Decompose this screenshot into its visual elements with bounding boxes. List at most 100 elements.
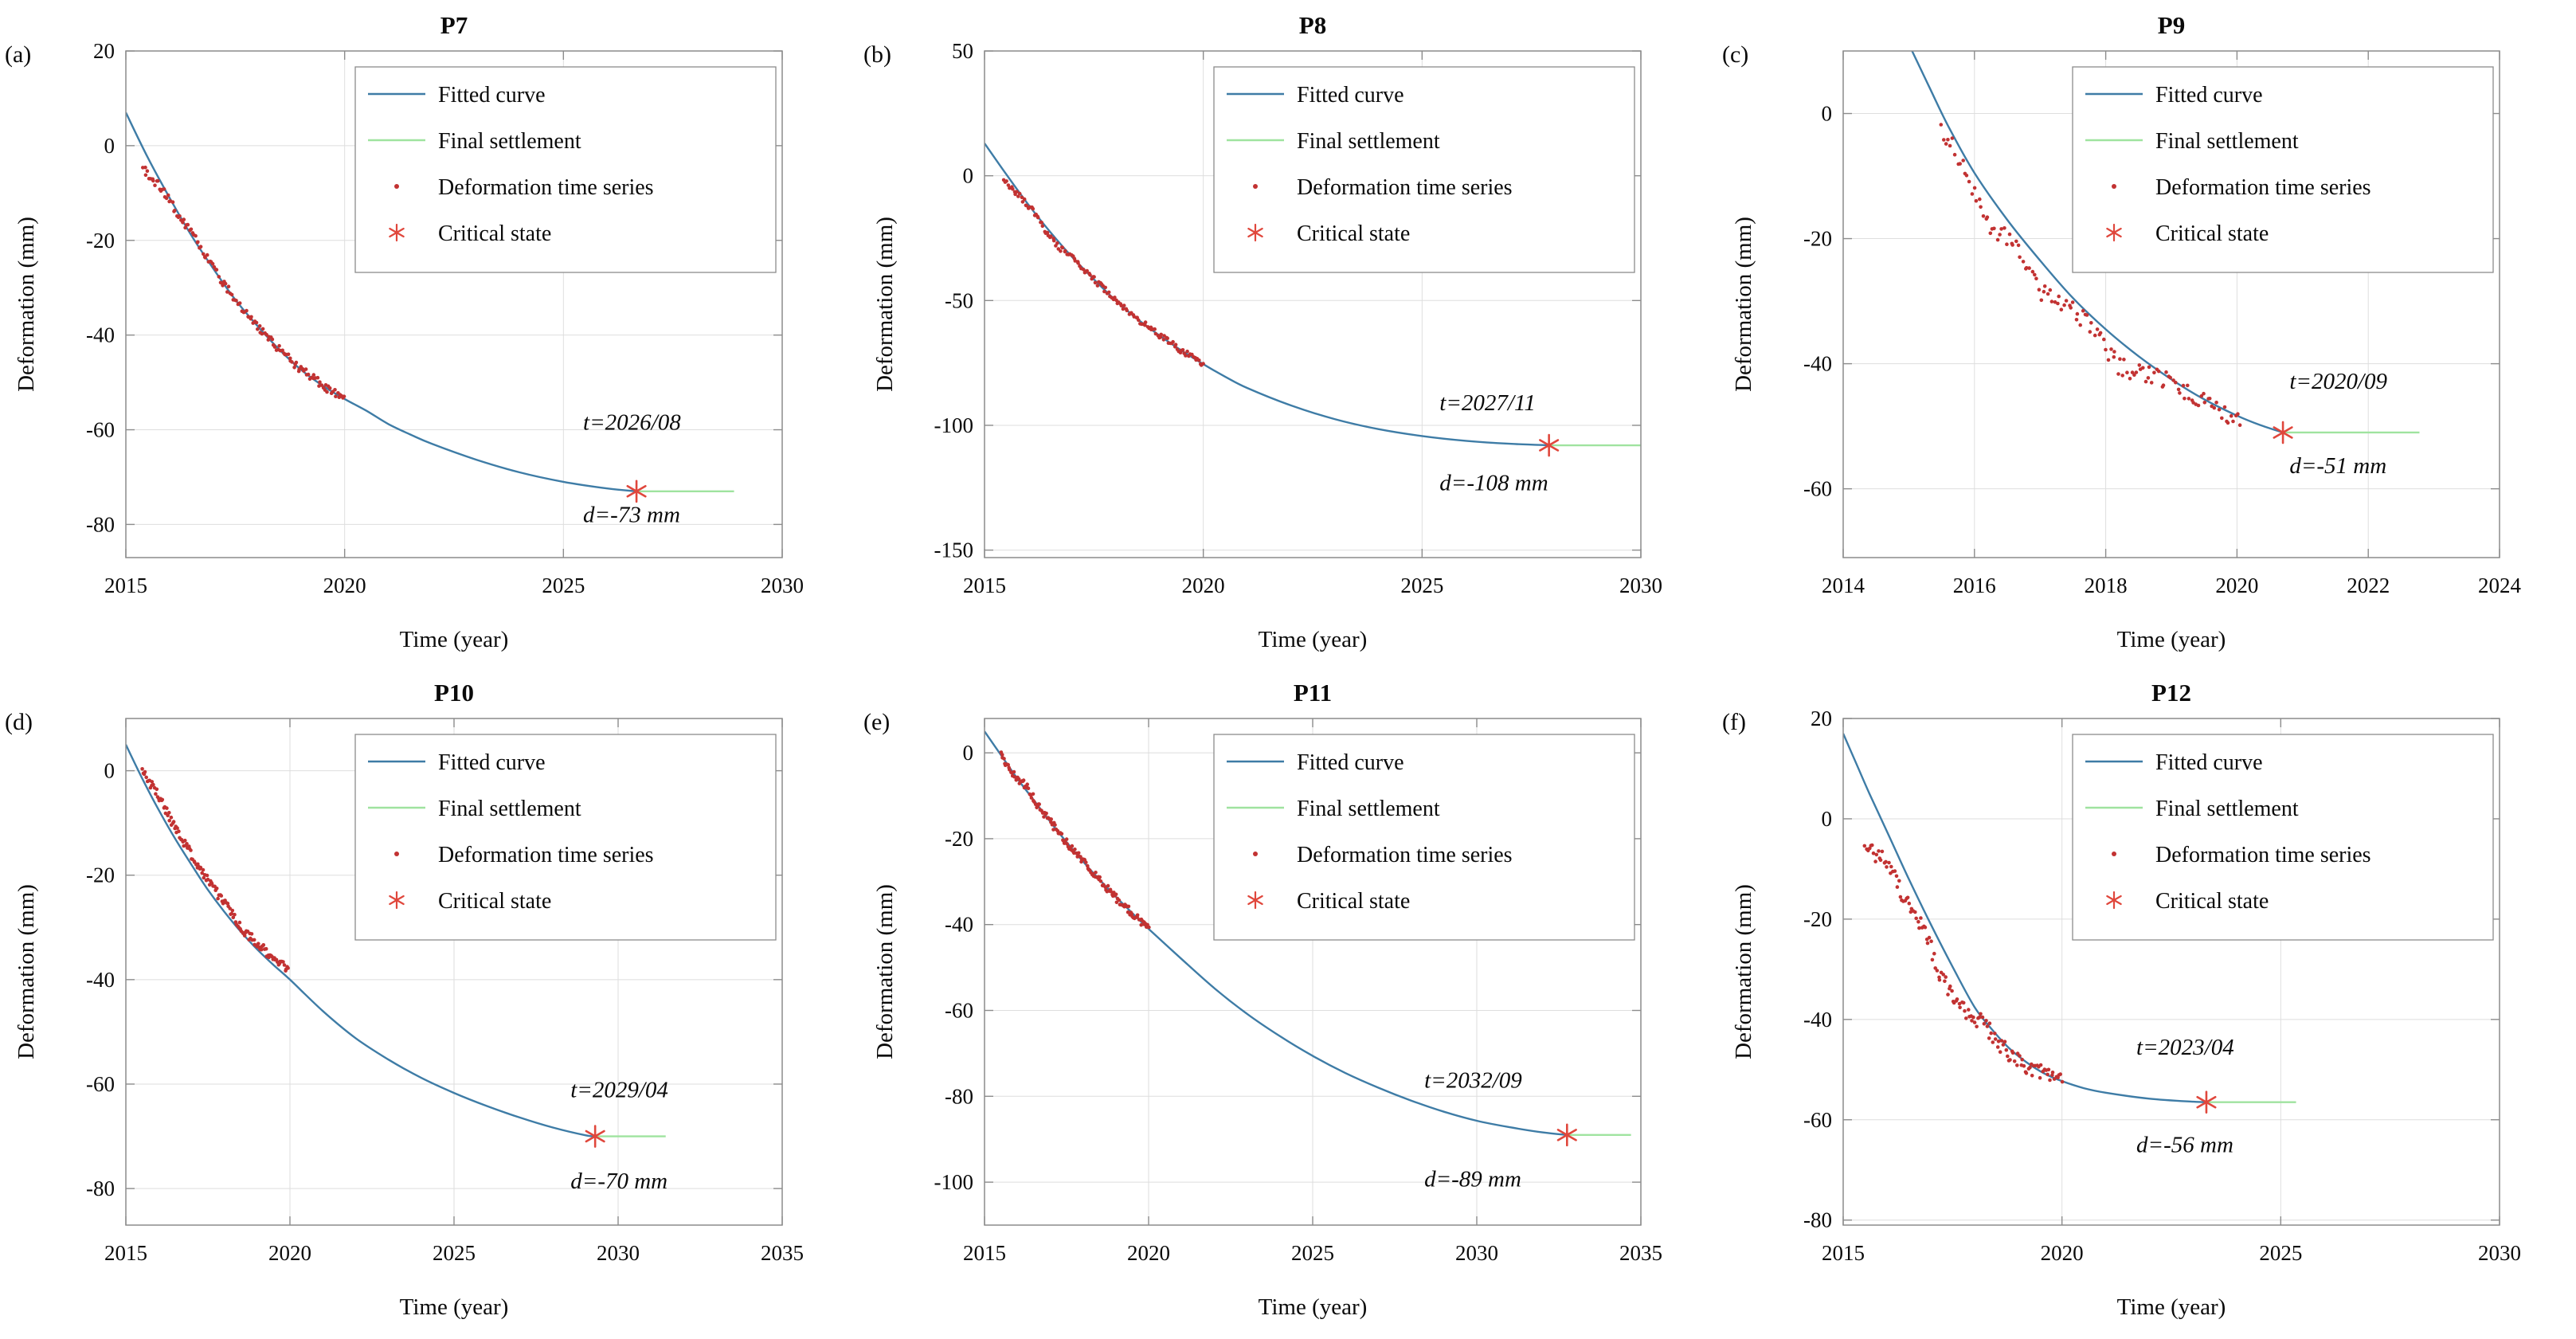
tick-marks xyxy=(1842,718,2500,1225)
y-tick-label: -80 xyxy=(1803,1208,1832,1232)
panel-p10: 2015 2020 2025 2030 2035 0 -20 -40 -60 -80 P10 (d) T… xyxy=(0,668,859,1335)
y-tick-label: -20 xyxy=(86,229,115,253)
legend-box xyxy=(354,734,777,941)
deformation-time-series-scatter xyxy=(1001,178,1205,367)
y-tick-labels: 0 -20 -40 -60 -80 -100 xyxy=(934,741,974,1194)
y-tick-label: 0 xyxy=(104,134,115,158)
plot-title: P7 xyxy=(440,11,468,39)
critical-state-marker xyxy=(2196,1090,2217,1114)
x-tick-labels: 2015 2020 2025 2030 2035 xyxy=(963,1241,1662,1265)
legend-box xyxy=(354,66,777,273)
legend-item-label: Fitted curve xyxy=(1297,750,1404,775)
legend-item-label: Deformation time series xyxy=(1297,843,1513,867)
annotation-t: t=2029/04 xyxy=(570,1077,668,1102)
critical-state-marker xyxy=(585,1125,605,1148)
x-tick-label: 2022 xyxy=(2347,574,2390,597)
y-tick-labels: 20 0 -20 -40 -60 -80 xyxy=(86,39,115,536)
legend: Fitted curve Final settlement Deformation … xyxy=(354,734,777,941)
x-axis-label: Time (year) xyxy=(2117,627,2226,652)
deformation-time-series-scatter xyxy=(140,767,290,973)
legend-item-fitted-curve: Fitted curve xyxy=(2085,750,2263,775)
x-tick-label: 2035 xyxy=(761,1241,804,1265)
annotation-t: t=2026/08 xyxy=(583,410,681,436)
annotation-d: d=-89 mm xyxy=(1424,1166,1521,1192)
panel-letter: (e) xyxy=(863,709,890,735)
legend-item-label: Deformation time series xyxy=(438,175,654,200)
y-tick-labels: 0 -20 -40 -60 -80 xyxy=(86,759,115,1201)
legend-item-label: Deformation time series xyxy=(1297,175,1513,200)
deformation-time-series-scatter xyxy=(1862,843,2065,1084)
legend: Fitted curve Final settlement Deformation … xyxy=(2072,734,2494,941)
legend-item-deformation-time-series: Deformation time series xyxy=(2112,843,2371,867)
y-tick-label: -80 xyxy=(945,1084,973,1108)
legend-scatter-dot-sample xyxy=(2112,184,2116,189)
deformation-time-series-scatter xyxy=(1939,123,2242,427)
legend-critical-state-sample xyxy=(389,223,405,242)
fitted-curve-line xyxy=(126,744,596,1137)
legend-item-fitted-curve: Fitted curve xyxy=(1227,750,1404,775)
legend-item-final-settlement: Final settlement xyxy=(368,797,581,821)
y-tick-label: 0 xyxy=(1822,102,1833,126)
legend-item-label: Final settlement xyxy=(1297,129,1440,154)
plot-title: P12 xyxy=(2151,679,2191,707)
legend: Fitted curve Final settlement Deformation … xyxy=(1213,734,1635,941)
annotation-d: d=-108 mm xyxy=(1439,470,1548,495)
x-tick-label: 2030 xyxy=(2478,1241,2521,1265)
x-tick-label: 2015 xyxy=(963,1241,1006,1265)
y-tick-labels: 20 0 -20 -40 -60 -80 xyxy=(1803,707,1832,1232)
axes-box xyxy=(125,50,783,558)
y-tick-label: -60 xyxy=(1803,1108,1832,1132)
plot-title: P11 xyxy=(1294,679,1332,707)
legend-item-critical-state: Critical state xyxy=(1247,221,1410,246)
legend-item-final-settlement: Final settlement xyxy=(1227,797,1440,821)
legend-box xyxy=(1213,734,1635,941)
tick-marks xyxy=(125,718,783,1225)
axes-box xyxy=(984,50,1642,558)
critical-state-marker xyxy=(1539,433,1560,457)
legend-item-label: Critical state xyxy=(2155,889,2269,914)
y-tick-labels: 0 -20 -40 -60 xyxy=(1803,102,1832,501)
legend-item-label: Fitted curve xyxy=(2155,83,2263,108)
x-tick-label: 2020 xyxy=(2041,1241,2084,1265)
legend-scatter-dot-sample xyxy=(1253,184,1258,189)
critical-state-marker xyxy=(2273,421,2293,444)
y-tick-label: -20 xyxy=(86,863,115,887)
x-tick-label: 2030 xyxy=(1619,574,1662,597)
legend-scatter-dot-sample xyxy=(1253,852,1258,856)
panel-p8: 2015 2020 2025 2030 50 0 -50 -100 -150 P8 (b) Time … xyxy=(859,0,1717,668)
annotation-t: t=2032/09 xyxy=(1424,1068,1522,1094)
y-tick-label: -60 xyxy=(1803,477,1832,501)
x-tick-label: 2020 xyxy=(1182,574,1225,597)
axes-box xyxy=(1842,718,2500,1226)
x-tick-label: 2014 xyxy=(1822,574,1865,597)
annotation-d: d=-56 mm xyxy=(2136,1133,2233,1158)
x-tick-labels: 2015 2020 2025 2030 xyxy=(1822,1241,2521,1265)
tick-marks xyxy=(1842,51,2500,558)
x-tick-label: 2030 xyxy=(761,574,804,597)
y-axis-label: Deformation (mm) xyxy=(14,884,39,1059)
y-tick-label: -40 xyxy=(86,323,115,347)
legend-item-label: Critical state xyxy=(438,221,551,246)
y-tick-label: 0 xyxy=(963,741,974,765)
legend-item-label: Final settlement xyxy=(2155,129,2299,154)
legend-critical-state-sample xyxy=(2106,223,2122,242)
x-tick-labels: 2015 2020 2025 2030 xyxy=(963,574,1662,597)
legend-item-label: Fitted curve xyxy=(1297,83,1404,108)
fitted-curve-line xyxy=(1843,733,2206,1103)
legend-item-deformation-time-series: Deformation time series xyxy=(1253,175,1513,200)
x-tick-label: 2015 xyxy=(104,1241,147,1265)
y-tick-label: -60 xyxy=(945,999,973,1023)
x-axis-label: Time (year) xyxy=(1259,1294,1368,1320)
y-tick-label: 50 xyxy=(952,39,973,63)
x-tick-label: 2020 xyxy=(323,574,366,597)
legend: Fitted curve Final settlement Deformation … xyxy=(354,66,777,273)
legend-box xyxy=(1213,66,1635,273)
plot-p10: 2015 2020 2025 2030 2035 0 -20 -40 -60 -80 P10 (d) T… xyxy=(5,679,804,1320)
y-axis-label: Deformation (mm) xyxy=(1731,217,1756,392)
legend-item-fitted-curve: Fitted curve xyxy=(2085,83,2263,108)
y-tick-label: -100 xyxy=(934,1170,974,1194)
y-axis-label: Deformation (mm) xyxy=(14,217,39,392)
legend-item-final-settlement: Final settlement xyxy=(2085,797,2299,821)
annotation-t: t=2027/11 xyxy=(1439,390,1536,416)
legend-item-label: Final settlement xyxy=(1297,797,1440,821)
